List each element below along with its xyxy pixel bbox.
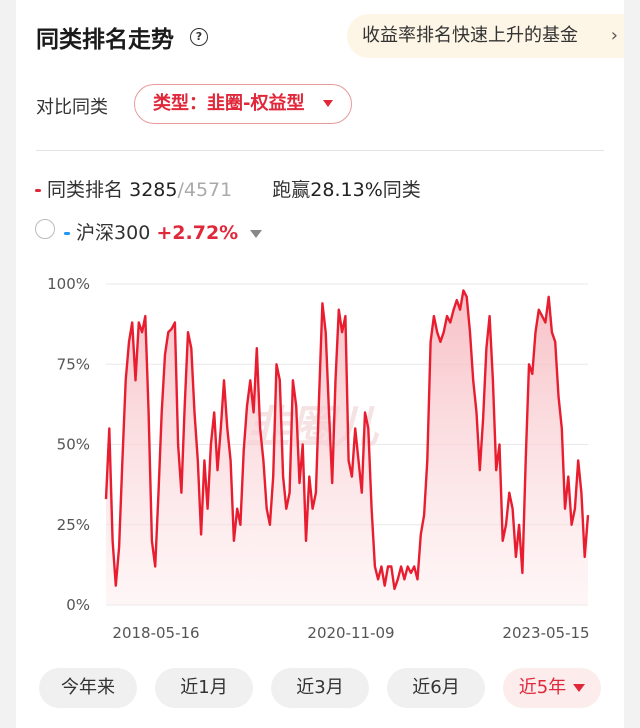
rank-line (104, 289, 590, 591)
range-button-label: 近3月 (296, 677, 344, 698)
range-button[interactable]: 近3月 (271, 668, 369, 708)
range-button-label: 近6月 (412, 677, 460, 698)
caret-down-icon (323, 100, 333, 107)
rank-total: /4571 (177, 179, 233, 201)
y-axis-labels: 100% 75% 50% 25% 0% (47, 275, 90, 614)
promo-text: 收益率排名快速上升的基金 (362, 25, 578, 46)
benchmark-change: +2.72% (156, 222, 239, 244)
rank-value: 3285 (129, 179, 178, 201)
range-button[interactable]: 近5年 (503, 668, 601, 708)
promo-link[interactable]: 收益率排名快速上升的基金 › (347, 14, 624, 58)
range-button-label: 今年来 (61, 677, 115, 698)
x-tick-label: 2018-05-16 (112, 624, 199, 642)
caret-down-icon (250, 229, 263, 238)
x-axis-labels: 2018-05-16 2020-11-09 2023-05-15 (112, 624, 589, 642)
y-tick-label: 75% (57, 355, 90, 373)
benchmark-toggle[interactable] (35, 219, 55, 239)
beat-suffix: 同类 (382, 179, 421, 201)
benchmark-series-dot (64, 232, 70, 235)
rank-legend: 同类排名 3285/4571 跑赢28.13%同类 (35, 175, 421, 202)
section-title: 同类排名走势 (36, 27, 174, 53)
rank-area (106, 290, 588, 605)
benchmark-name: 沪深300 (76, 222, 151, 244)
y-tick-label: 25% (57, 516, 90, 534)
range-button-label: 近5年 (518, 677, 567, 698)
rank-label: 同类排名 (47, 179, 124, 201)
type-selector[interactable]: 类型：韭圈-权益型 (134, 84, 352, 124)
x-tick-label: 2023-05-15 (502, 624, 589, 642)
y-tick-label: 50% (57, 436, 90, 454)
type-selector-value: 类型：韭圈-权益型 (153, 93, 305, 114)
range-button[interactable]: 近1月 (155, 668, 253, 708)
benchmark-legend[interactable]: 沪深300 +2.72% (64, 218, 263, 245)
range-button[interactable]: 今年来 (39, 668, 137, 708)
rank-series-dot (35, 189, 41, 192)
divider (36, 150, 604, 151)
x-tick-label: 2020-11-09 (307, 624, 394, 642)
rank-chart: 韭圈儿 100% 75% 50% 25% 0% 2018-05-16 2020-11-09… (47, 275, 590, 642)
range-button-label: 近1月 (180, 677, 228, 698)
compare-label: 对比同类 (36, 97, 108, 118)
beat-label: 跑赢 (272, 179, 311, 201)
caret-down-icon (573, 684, 586, 692)
y-tick-label: 0% (66, 596, 90, 614)
chevron-right-icon: › (610, 25, 618, 46)
beat-value: 28.13% (310, 179, 383, 201)
range-button[interactable]: 近6月 (387, 668, 485, 708)
chart-watermark: 韭圈儿 (246, 402, 380, 453)
y-tick-label: 100% (47, 275, 90, 293)
rank-trend-card: 同类排名走势 ? 收益率排名快速上升的基金 › 对比同类 类型：韭圈-权益型 同… (16, 0, 624, 728)
question-circle-icon[interactable]: ? (190, 28, 208, 46)
